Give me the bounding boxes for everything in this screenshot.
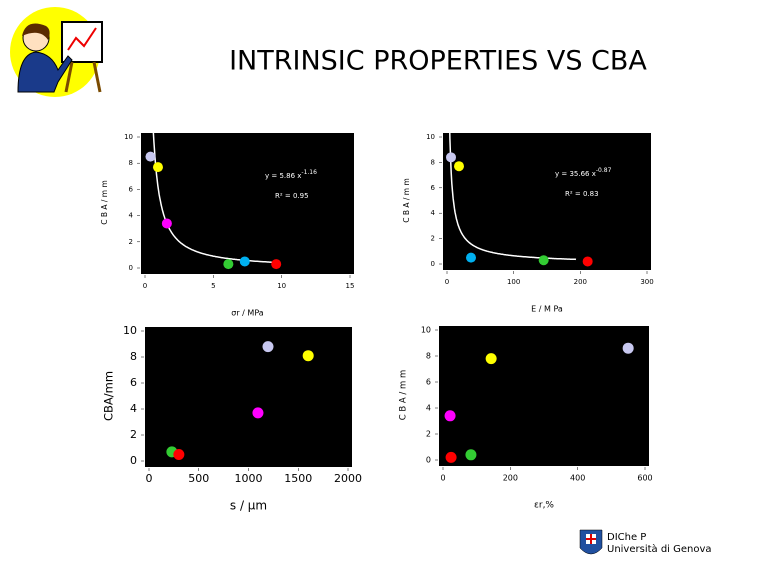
x-tick-label: 5 [211, 282, 215, 290]
y-axis-label: C B A / m m [402, 178, 411, 223]
equation-exponent: -1.16 [301, 169, 317, 176]
point [239, 256, 250, 267]
equation-text: y = 35.66 x [555, 170, 596, 178]
y-tick-label: 8 [426, 352, 431, 361]
x-tick-label: 300 [640, 278, 653, 286]
point [444, 410, 456, 422]
equation: y = 5.86 x-1.16 [265, 169, 317, 181]
y-tick-label: 6 [431, 184, 436, 192]
point [302, 350, 314, 362]
plot-area [443, 133, 651, 270]
point [446, 152, 456, 163]
y-tick-label: 0 [129, 264, 133, 272]
point [622, 342, 634, 354]
y-tick-label: 4 [130, 402, 137, 415]
equation-text: y = 5.86 x [265, 172, 301, 180]
y-tick-label: 2 [130, 428, 137, 441]
x-tick-label: 0 [146, 472, 153, 485]
point [145, 151, 156, 162]
y-axis-label: CBA/mm [102, 371, 116, 421]
y-tick-label: 10 [123, 324, 137, 337]
y-tick-label: 4 [431, 209, 436, 217]
point [173, 449, 185, 460]
y-tick-label: 10 [426, 133, 435, 141]
y-tick-label: 2 [426, 430, 431, 439]
point [271, 259, 282, 270]
x-axis-label: s / µm [230, 499, 267, 513]
point [161, 218, 172, 229]
footer-line: DIChe P [607, 532, 646, 543]
point [445, 451, 457, 463]
equation: y = 35.66 x-0.87 [555, 167, 612, 179]
y-tick-label: 8 [130, 350, 137, 363]
point [485, 353, 497, 365]
y-tick-label: 2 [129, 238, 133, 246]
x-tick-label: 0 [445, 278, 449, 286]
y-tick-label: 8 [431, 158, 435, 166]
x-tick-label: 100 [507, 278, 520, 286]
point [454, 161, 464, 172]
point [252, 407, 264, 419]
x-axis-label: εr,% [534, 501, 554, 511]
point [262, 341, 274, 353]
r-squared: R² = 0.83 [565, 190, 599, 198]
equation-exponent: -0.87 [596, 167, 612, 174]
y-tick-label: 10 [124, 133, 133, 141]
y-tick-label: 6 [129, 185, 134, 193]
point [582, 256, 593, 267]
y-tick-label: 0 [130, 454, 137, 467]
x-tick-label: 1000 [235, 472, 263, 485]
y-axis-label: C B A / m m [100, 180, 109, 225]
footer-line: Università di Genova [607, 543, 712, 555]
point [223, 259, 234, 270]
point [152, 162, 163, 173]
r-squared: R² = 0.95 [275, 192, 309, 200]
plot-area [439, 326, 649, 466]
x-tick-label: 10 [277, 282, 286, 290]
x-tick-label: 200 [574, 278, 587, 286]
y-tick-label: 8 [129, 159, 133, 167]
trendline [449, 133, 577, 261]
university-logo [579, 529, 603, 555]
teacher-icon [10, 7, 103, 97]
plot-area [145, 327, 352, 467]
point [465, 449, 477, 461]
x-tick-label: 0 [440, 474, 445, 483]
x-tick-label: 200 [503, 474, 518, 483]
x-tick-label: 0 [143, 282, 147, 290]
y-tick-label: 4 [426, 404, 431, 413]
plot-area [141, 133, 354, 274]
x-tick-label: 2000 [334, 472, 362, 485]
y-tick-label: 6 [426, 378, 431, 387]
x-axis-label: σr / MPa [231, 309, 264, 318]
y-tick-label: 0 [426, 456, 431, 465]
slide-title: INTRINSIC PROPERTIES VS CBA [229, 46, 647, 77]
y-tick-label: 6 [130, 376, 137, 389]
x-tick-label: 15 [346, 282, 355, 290]
x-tick-label: 600 [637, 474, 652, 483]
x-axis-label: E / M Pa [531, 305, 563, 314]
y-tick-label: 4 [129, 212, 134, 220]
y-tick-label: 0 [431, 260, 435, 268]
x-tick-label: 1500 [284, 472, 312, 485]
x-tick-label: 500 [188, 472, 209, 485]
x-tick-label: 400 [570, 474, 585, 483]
y-tick-label: 2 [431, 235, 435, 243]
point [466, 252, 476, 263]
point [538, 255, 549, 266]
y-tick-label: 10 [421, 326, 431, 335]
y-axis-label: C B A / m m [399, 370, 409, 421]
